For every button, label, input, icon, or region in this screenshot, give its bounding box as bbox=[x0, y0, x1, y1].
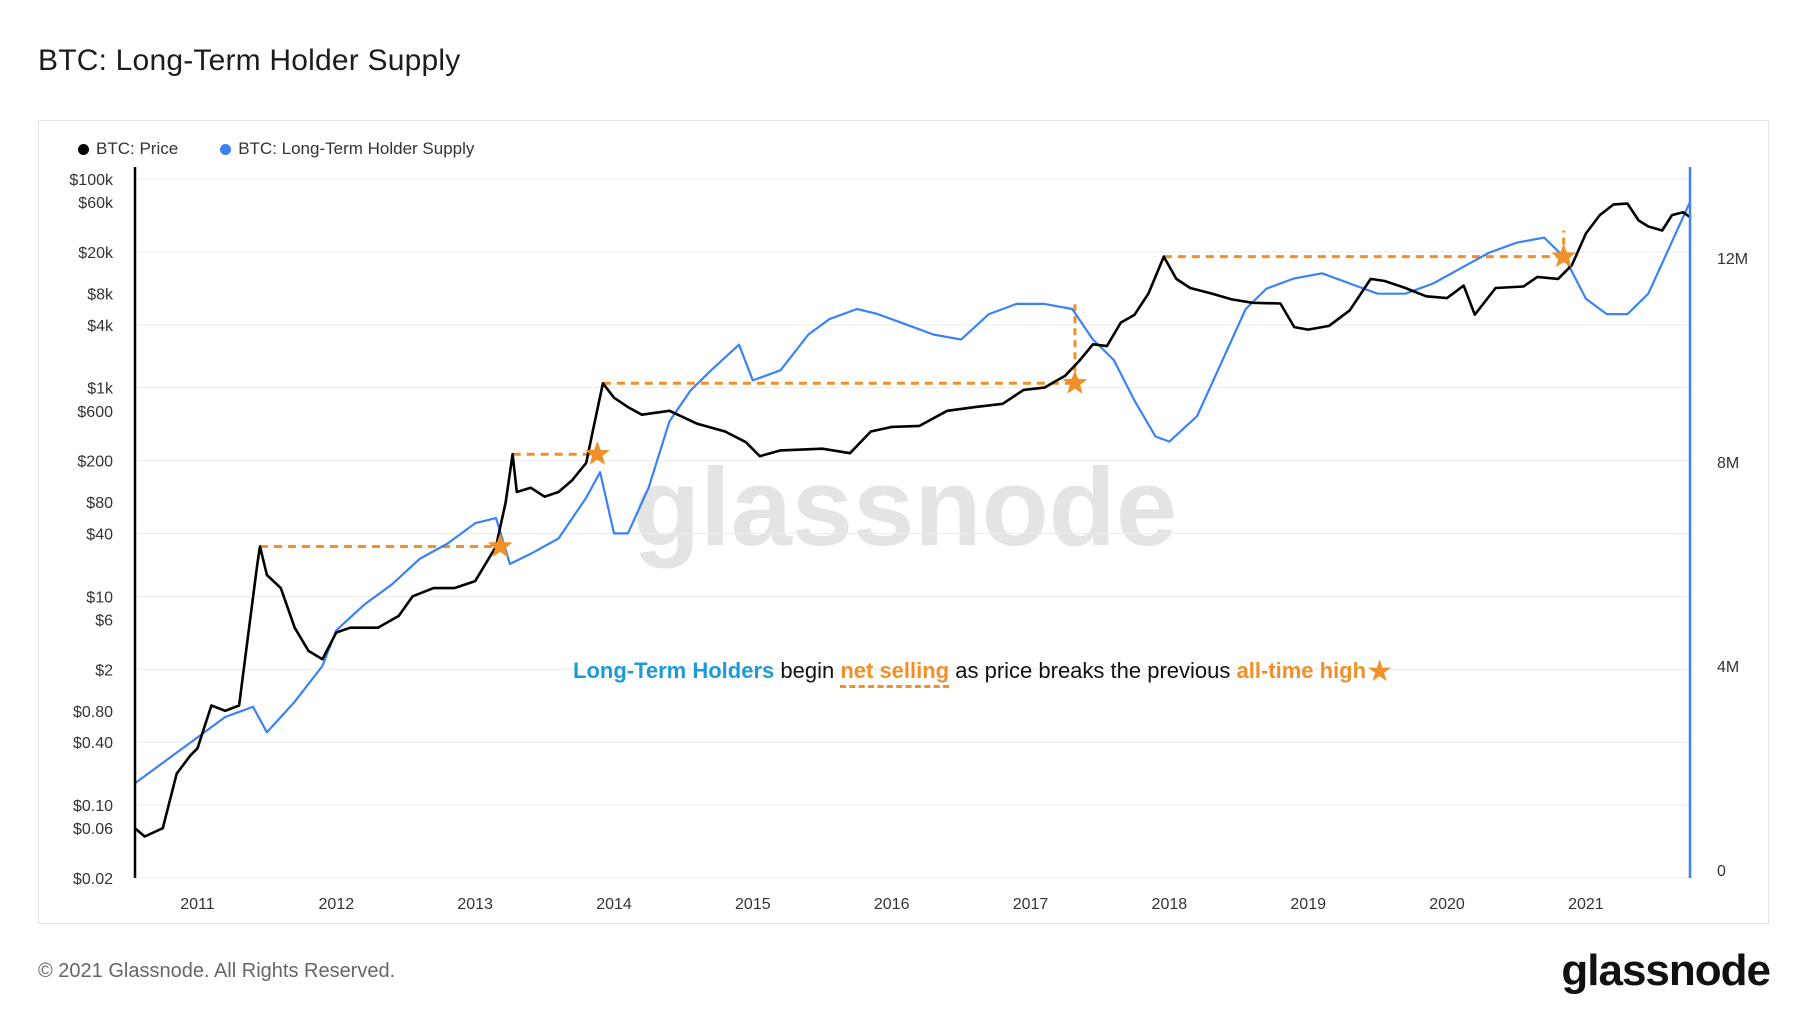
series-price-line bbox=[134, 202, 1691, 838]
y-right-tick-label: 0 bbox=[1717, 863, 1726, 880]
y-left-tick-label: $0.10 bbox=[73, 798, 113, 815]
watermark: glassnode bbox=[633, 446, 1177, 569]
y-left-tick-label: $0.40 bbox=[73, 735, 113, 752]
annotation-middle: as price breaks the previous bbox=[949, 658, 1237, 683]
glassnode-logo[interactable]: glassnode bbox=[1561, 946, 1771, 995]
annotation-text: Long-Term Holders begin net selling as p… bbox=[573, 654, 1393, 689]
x-axis: 2011 2012 2013 2014 2015 2016 2017 2018 2019 2020… bbox=[180, 896, 1603, 913]
ath-stars bbox=[487, 243, 1576, 558]
page-title: BTC: Long-Term Holder Supply bbox=[38, 44, 461, 77]
star-icon bbox=[487, 533, 513, 558]
star-icon bbox=[1062, 370, 1088, 394]
x-tick-label: 2012 bbox=[319, 896, 355, 913]
gridlines bbox=[135, 178, 1690, 879]
y-left-tick-label: $10 bbox=[86, 589, 113, 606]
legend: BTC: Price BTC: Long-Term Holder Supply bbox=[78, 139, 474, 159]
y-right-tick-label: 8M bbox=[1717, 455, 1739, 472]
y-left-tick-label: $0.02 bbox=[73, 871, 113, 888]
x-tick-label: 2014 bbox=[596, 896, 632, 913]
footer-copyright: © 2021 Glassnode. All Rights Reserved. bbox=[38, 960, 396, 982]
chart-panel bbox=[38, 120, 1769, 924]
y-left-tick-label: $0.80 bbox=[73, 704, 113, 721]
series-lth-line bbox=[134, 201, 1692, 785]
annotation-net-selling: net selling bbox=[840, 658, 950, 688]
star-icon bbox=[1551, 243, 1576, 268]
y-left-tick-label: $4k bbox=[87, 318, 114, 335]
legend-price-dot-icon bbox=[78, 143, 89, 155]
star-icon bbox=[585, 441, 610, 465]
y-left-axis: $100k $60k $20k $8k $4k $1k $600 $200 $80 $40 $10 $… bbox=[69, 172, 114, 888]
y-left-tick-label: $80 bbox=[86, 495, 113, 512]
legend-lth-label: BTC: Long-Term Holder Supply bbox=[238, 139, 475, 158]
x-tick-label: 2013 bbox=[457, 896, 493, 913]
y-right-tick-label: 12M bbox=[1717, 251, 1748, 268]
y-right-axis: 12M 8M 4M 0 bbox=[1717, 251, 1748, 880]
x-tick-label: 2015 bbox=[735, 896, 771, 913]
legend-item-lth[interactable]: BTC: Long-Term Holder Supply bbox=[220, 139, 474, 159]
y-left-tick-label: $600 bbox=[77, 404, 113, 421]
y-left-tick-label: $40 bbox=[86, 527, 113, 544]
star-icon: ★ bbox=[1366, 655, 1393, 688]
x-tick-label: 2017 bbox=[1013, 896, 1049, 913]
legend-item-price[interactable]: BTC: Price bbox=[78, 139, 178, 159]
y-left-tick-label: $100k bbox=[69, 172, 114, 189]
y-left-tick-label: $200 bbox=[77, 454, 113, 471]
y-left-tick-label: $6 bbox=[95, 612, 113, 629]
annotation-lth: Long-Term Holders bbox=[573, 658, 775, 683]
x-tick-label: 2011 bbox=[180, 896, 215, 913]
y-left-tick-label: $1k bbox=[87, 381, 114, 398]
x-tick-label: 2018 bbox=[1152, 896, 1188, 913]
y-left-tick-label: $60k bbox=[78, 195, 114, 212]
x-tick-label: 2016 bbox=[874, 896, 910, 913]
annotation-ath: all-time high bbox=[1236, 658, 1367, 683]
x-tick-label: 2020 bbox=[1429, 896, 1465, 913]
y-right-tick-label: 4M bbox=[1717, 659, 1739, 676]
y-left-tick-label: $0.06 bbox=[73, 821, 113, 838]
annotation-begin: begin bbox=[774, 658, 841, 683]
y-left-tick-label: $8k bbox=[87, 286, 114, 303]
y-left-tick-label: $20k bbox=[78, 245, 114, 262]
legend-lth-dot-icon bbox=[220, 143, 232, 155]
x-tick-label: 2021 bbox=[1568, 896, 1604, 913]
y-left-tick-label: $2 bbox=[95, 662, 113, 679]
legend-price-label: BTC: Price bbox=[96, 139, 179, 158]
x-tick-label: 2019 bbox=[1290, 896, 1326, 913]
